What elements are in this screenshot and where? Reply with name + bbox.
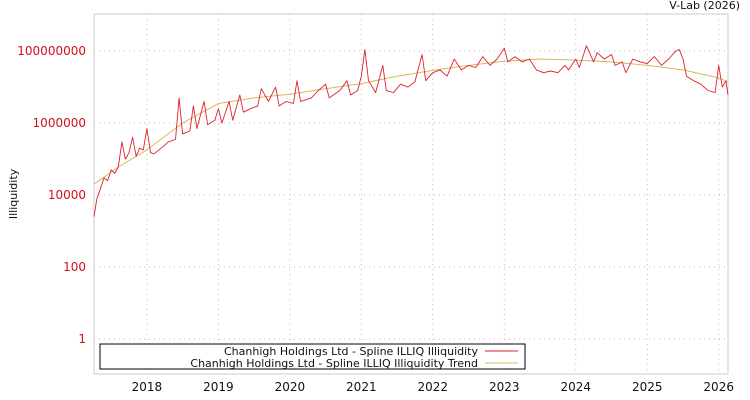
- legend-label-trend: Chanhigh Holdings Ltd - Spline ILLIQ Ill…: [190, 357, 478, 370]
- x-tick-label: 2026: [703, 380, 734, 394]
- x-tick-label: 2020: [275, 380, 306, 394]
- series-lines: [93, 45, 729, 217]
- x-tick-label: 2019: [203, 380, 234, 394]
- x-tick-label: 2018: [132, 380, 163, 394]
- illiquidity-line: [93, 45, 729, 217]
- x-tick-label: 2021: [346, 380, 377, 394]
- y-axis: 1 100 10000 1000000 100000000: [17, 44, 86, 346]
- y-tick-label: 1000000: [33, 116, 86, 130]
- legend-label-illiquidity: Chanhigh Holdings Ltd - Spline ILLIQ Ill…: [224, 345, 478, 358]
- x-tick-label: 2022: [418, 380, 449, 394]
- y-tick-label: 1: [78, 332, 86, 346]
- legend-box: [99, 343, 526, 370]
- x-tick-label: 2024: [560, 380, 591, 394]
- y-tick-label: 10000: [48, 188, 86, 202]
- y-tick-label: 100: [63, 260, 86, 274]
- grid: [94, 14, 728, 374]
- y-axis-label: Illiquidity: [7, 168, 20, 219]
- legend: Chanhigh Holdings Ltd - Spline ILLIQ Ill…: [99, 343, 526, 370]
- y-tick-label: 100000000: [17, 44, 86, 58]
- x-axis: 2018 2019 2020 2021 2022 2023 2024 2025 2026: [132, 380, 734, 394]
- illiquidity-trend-line: [93, 58, 729, 185]
- plot-area: [93, 13, 729, 375]
- x-tick-label: 2025: [632, 380, 663, 394]
- x-tick-label: 2023: [489, 380, 520, 394]
- credit-label: V-Lab (2026): [669, 0, 740, 12]
